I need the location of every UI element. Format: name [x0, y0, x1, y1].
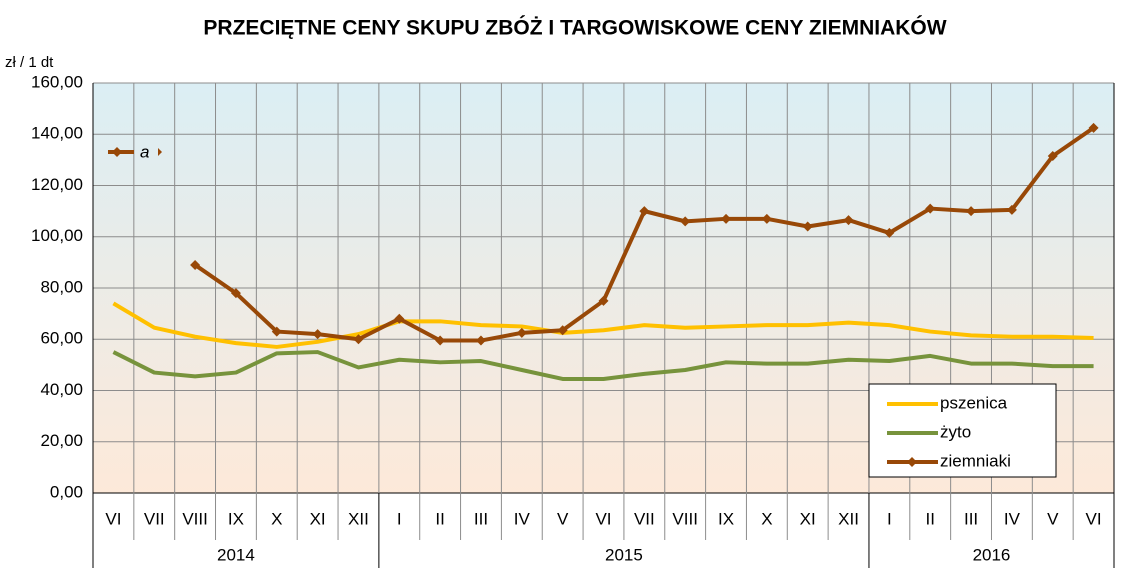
- data-point: [312, 329, 323, 340]
- x-tick-label: II: [925, 509, 934, 528]
- data-point: [1088, 122, 1099, 133]
- x-tick-label: V: [1047, 509, 1059, 528]
- y-tick-label: 100,00: [31, 226, 83, 245]
- data-point: [271, 326, 282, 337]
- x-tick-label: VII: [634, 509, 655, 528]
- y-tick-label: 80,00: [40, 277, 83, 296]
- legend-label: pszenica: [940, 393, 1008, 412]
- y-tick-label: 60,00: [40, 329, 83, 348]
- series-line: [112, 350, 1094, 381]
- data-point: [966, 206, 977, 217]
- data-point: [925, 203, 936, 214]
- annotation-arrow: [158, 148, 162, 156]
- x-tick-label: III: [474, 509, 488, 528]
- x-tick-label: VI: [105, 509, 121, 528]
- data-point: [598, 295, 609, 306]
- data-point: [1006, 204, 1017, 215]
- x-tick-label: X: [271, 509, 282, 528]
- x-tick-label: XII: [348, 509, 369, 528]
- y-axis-label: zł / 1 dt: [5, 54, 54, 71]
- y-tick-label: 160,00: [31, 72, 83, 91]
- data-point: [475, 335, 486, 346]
- data-point: [680, 216, 691, 227]
- x-tick-label: IV: [1004, 509, 1021, 528]
- x-tick-label: I: [887, 509, 892, 528]
- x-tick-label: X: [761, 509, 772, 528]
- chart-title: PRZECIĘTNE CENY SKUPU ZBÓŻ I TARGOWISKOW…: [203, 16, 946, 40]
- x-tick-label: XI: [800, 509, 816, 528]
- x-tick-label: V: [557, 509, 569, 528]
- y-tick-label: 120,00: [31, 175, 83, 194]
- y-tick-label: 140,00: [31, 124, 83, 143]
- y-tick-label: 40,00: [40, 380, 83, 399]
- x-tick-label: VIII: [672, 509, 698, 528]
- data-point: [639, 206, 650, 217]
- y-tick-label: 0,00: [50, 482, 83, 501]
- annotation: a: [140, 142, 149, 161]
- x-tick-label: VI: [595, 509, 611, 528]
- data-point: [721, 213, 732, 224]
- y-tick-label: 20,00: [40, 431, 83, 450]
- data-point: [435, 335, 446, 346]
- data-point: [557, 325, 568, 336]
- x-tick-label: VII: [144, 509, 165, 528]
- x-group-label: 2016: [973, 545, 1011, 564]
- data-point: [843, 215, 854, 226]
- x-tick-label: I: [397, 509, 402, 528]
- x-group-label: 2015: [605, 545, 643, 564]
- x-tick-label: IV: [514, 509, 531, 528]
- data-point: [353, 334, 364, 345]
- data-point: [1047, 151, 1058, 162]
- legend-label: ziemniaki: [940, 451, 1011, 470]
- x-tick-label: VI: [1086, 509, 1102, 528]
- x-tick-label: III: [964, 509, 978, 528]
- series-line: [112, 301, 1094, 349]
- data-point: [394, 313, 405, 324]
- data-point: [884, 227, 895, 238]
- data-point: [802, 221, 813, 232]
- data-point: [761, 213, 772, 224]
- x-tick-label: XII: [838, 509, 859, 528]
- annotation-marker: [112, 147, 122, 157]
- legend-label: żyto: [940, 422, 971, 441]
- x-tick-label: II: [435, 509, 444, 528]
- x-group-label: 2014: [217, 545, 255, 564]
- x-tick-label: XI: [310, 509, 326, 528]
- data-point: [516, 327, 527, 338]
- data-point: [190, 259, 201, 270]
- x-tick-label: IX: [228, 509, 244, 528]
- data-point: [230, 288, 241, 299]
- legend-marker: [907, 457, 917, 467]
- x-tick-label: IX: [718, 509, 734, 528]
- x-tick-label: VIII: [182, 509, 208, 528]
